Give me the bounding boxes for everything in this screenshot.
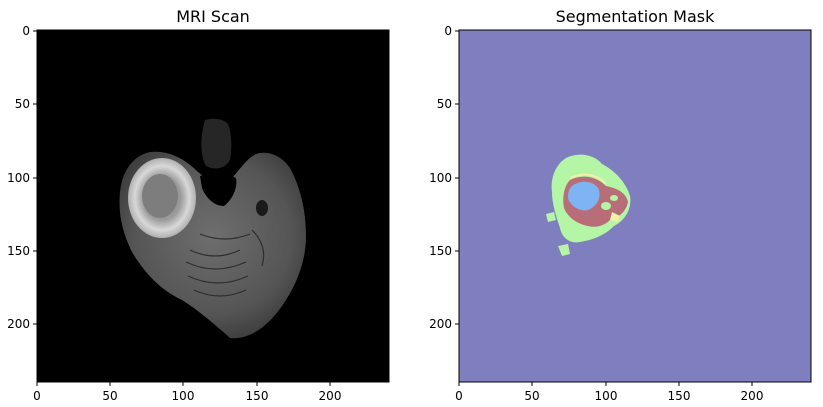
mask-x-tick-label: 100 [595,389,618,403]
mri-y-tick-label: 50 [15,97,30,111]
mask-x-tick-label: 150 [668,389,691,403]
mask-y-tick-label: 150 [429,244,452,258]
mri-y-tick-label: 200 [7,317,30,331]
mri-panel-title: MRI Scan [176,7,250,26]
mask-x-tick-label: 200 [741,389,764,403]
mask-enhancing-region [569,173,607,185]
mask-y-tick-label: 50 [437,97,452,111]
mri-x-tick-label: 0 [33,389,41,403]
mask-y-ticks: 0 50 100 150 200 [429,24,459,331]
mri-axes-frame [36,29,390,383]
mask-y-tick-label: 0 [444,24,452,38]
mri-panel: MRI Scan [7,7,390,403]
mask-axes-frame [458,29,812,383]
mri-x-tick-label: 100 [172,389,195,403]
mri-x-tick-label: 200 [319,389,342,403]
mask-y-tick-label: 200 [429,317,452,331]
mri-x-ticks: 0 50 100 150 200 [33,382,341,403]
mask-panel-title: Segmentation Mask [556,7,715,26]
mask-x-tick-label: 50 [524,389,539,403]
mask-image-background [459,30,811,382]
mri-x-tick-label: 50 [102,389,117,403]
mask-y-tick-label: 100 [429,171,452,185]
mri-y-ticks: 0 50 100 150 200 [7,24,37,331]
mask-x-ticks: 0 50 100 150 200 [455,382,763,403]
mri-brain-image [119,118,306,339]
mask-x-tick-label: 0 [455,389,463,403]
mri-y-tick-label: 100 [7,171,30,185]
mask-panel: Segmentation Mask 0 5 [429,7,812,403]
mask-segmentation-regions [546,154,631,256]
mask-necrosis-region [568,181,600,211]
mri-y-tick-label: 150 [7,244,30,258]
mri-x-tick-label: 150 [246,389,269,403]
mri-y-tick-label: 0 [22,24,30,38]
